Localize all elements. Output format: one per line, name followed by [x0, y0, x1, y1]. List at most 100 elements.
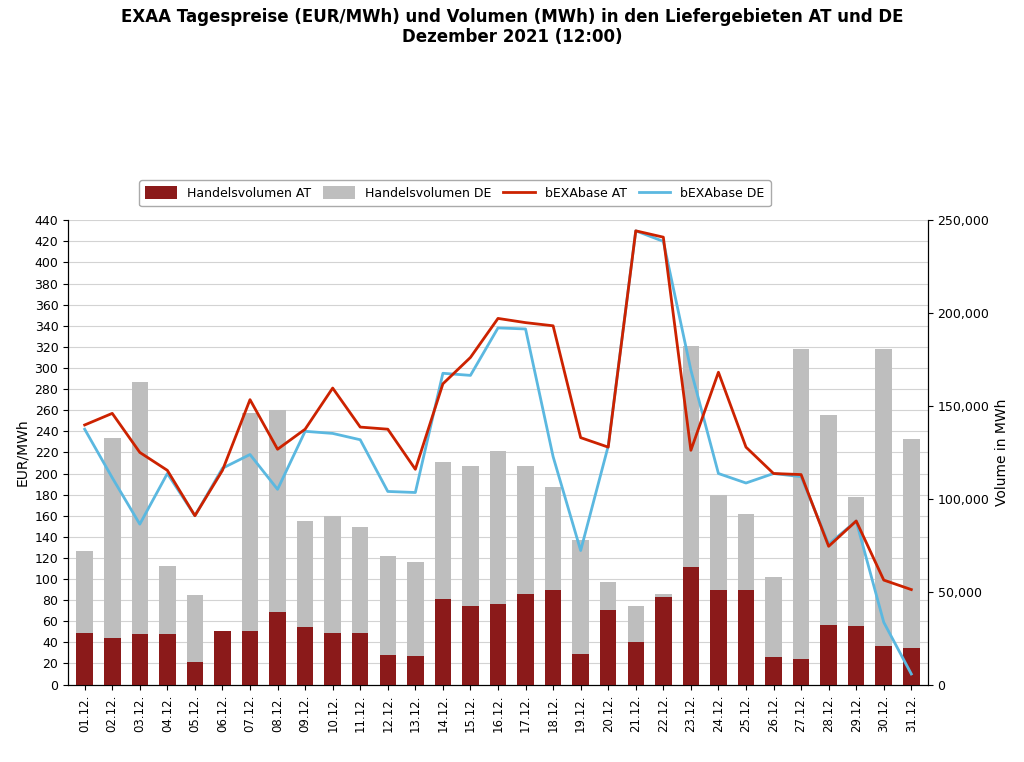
Bar [765, 577, 781, 684]
Bar [462, 466, 478, 684]
Bar [489, 604, 506, 684]
bEXAbase DE [299, 427, 311, 436]
bEXAbase DE [574, 546, 587, 555]
Bar [793, 349, 809, 684]
Bar [186, 595, 203, 684]
bEXAbase DE [685, 366, 697, 375]
Y-axis label: Volume in MWh: Volume in MWh [995, 399, 1009, 506]
bEXAbase DE [547, 452, 559, 461]
Bar [572, 654, 589, 684]
Legend: Handelsvolumen AT, Handelsvolumen DE, bEXAbase AT, bEXAbase DE: Handelsvolumen AT, Handelsvolumen DE, bE… [139, 180, 771, 207]
bEXAbase DE [79, 424, 91, 434]
Bar [848, 497, 864, 684]
Bar [434, 599, 452, 684]
bEXAbase DE [822, 539, 835, 549]
bEXAbase AT [382, 424, 394, 434]
bEXAbase DE [244, 450, 256, 459]
bEXAbase AT [685, 446, 697, 455]
bEXAbase AT [299, 424, 311, 434]
Bar [903, 440, 920, 684]
Bar [434, 462, 452, 684]
Bar [380, 655, 396, 684]
bEXAbase DE [602, 441, 614, 450]
bEXAbase AT [354, 422, 367, 431]
bEXAbase AT [713, 367, 725, 376]
Bar [600, 582, 616, 684]
bEXAbase AT [271, 445, 284, 454]
Bar [352, 632, 369, 684]
Bar [214, 631, 230, 684]
bEXAbase AT [822, 542, 835, 551]
bEXAbase AT [464, 353, 476, 362]
bEXAbase AT [327, 383, 339, 392]
Bar [269, 612, 286, 684]
bEXAbase DE [188, 511, 201, 520]
Bar [683, 567, 699, 684]
Bar [545, 590, 561, 684]
Bar [325, 632, 341, 684]
Bar [600, 610, 616, 684]
Text: EXAA Tagespreise (EUR/MWh) und Volumen (MWh) in den Liefergebieten AT und DE
Dez: EXAA Tagespreise (EUR/MWh) und Volumen (… [121, 8, 903, 46]
bEXAbase AT [657, 232, 670, 242]
bEXAbase DE [354, 435, 367, 444]
Bar [77, 551, 93, 684]
Y-axis label: EUR/MWh: EUR/MWh [15, 418, 29, 486]
Bar [876, 349, 892, 684]
Bar [131, 635, 148, 684]
Bar [655, 594, 672, 684]
Bar [408, 562, 424, 684]
bEXAbase DE [410, 488, 422, 497]
bEXAbase DE [740, 479, 753, 488]
Bar [104, 437, 121, 684]
bEXAbase AT [106, 408, 119, 418]
bEXAbase DE [134, 520, 146, 529]
bEXAbase AT [767, 469, 779, 478]
bEXAbase DE [878, 618, 890, 627]
bEXAbase AT [519, 318, 531, 327]
Bar [765, 657, 781, 684]
bEXAbase DE [464, 371, 476, 380]
Bar [903, 648, 920, 684]
bEXAbase AT [188, 511, 201, 520]
Bar [489, 450, 506, 684]
bEXAbase DE [905, 669, 918, 678]
Bar [297, 627, 313, 684]
Bar [820, 415, 837, 684]
bEXAbase AT [216, 466, 228, 475]
bEXAbase DE [795, 472, 807, 482]
Bar [737, 514, 755, 684]
Bar [711, 495, 727, 684]
bEXAbase AT [134, 448, 146, 457]
bEXAbase DE [161, 469, 173, 478]
Bar [325, 516, 341, 684]
bEXAbase DE [713, 469, 725, 478]
bEXAbase AT [492, 314, 504, 323]
Bar [545, 487, 561, 684]
Bar [269, 410, 286, 684]
Bar [683, 346, 699, 684]
bEXAbase AT [161, 466, 173, 475]
Bar [214, 636, 230, 684]
bEXAbase DE [492, 323, 504, 332]
bEXAbase DE [519, 325, 531, 334]
bEXAbase AT [740, 443, 753, 452]
Bar [77, 633, 93, 684]
Bar [297, 521, 313, 684]
Bar [131, 382, 148, 684]
bEXAbase DE [850, 517, 862, 526]
Bar [572, 539, 589, 684]
bEXAbase AT [795, 470, 807, 479]
bEXAbase DE [437, 369, 450, 378]
bEXAbase AT [630, 226, 642, 235]
bEXAbase AT [547, 322, 559, 331]
Line: bEXAbase DE: bEXAbase DE [85, 231, 911, 674]
Bar [380, 556, 396, 684]
Bar [517, 466, 534, 684]
Bar [408, 656, 424, 684]
bEXAbase DE [271, 485, 284, 494]
bEXAbase AT [850, 517, 862, 526]
Bar [517, 594, 534, 684]
Bar [848, 626, 864, 684]
Bar [242, 631, 258, 684]
Bar [186, 662, 203, 684]
